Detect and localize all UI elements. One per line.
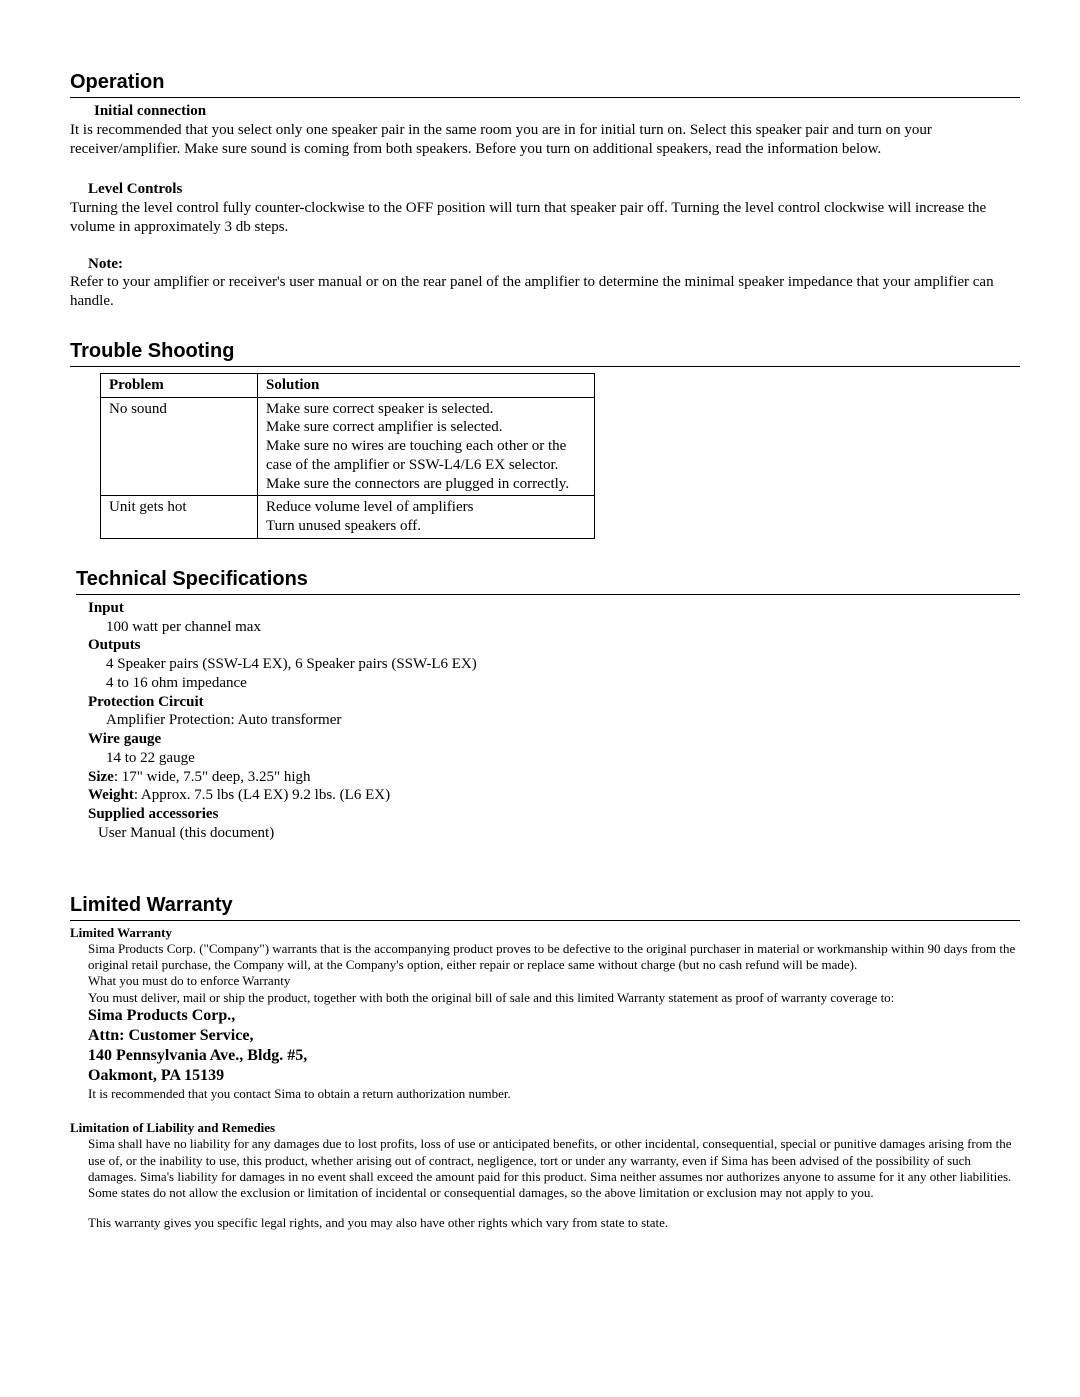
size-label: Size bbox=[88, 769, 114, 785]
limitation-p1: Sima shall have no liability for any dam… bbox=[88, 1136, 1020, 1185]
lw-p3: You must deliver, mail or ship the produ… bbox=[88, 990, 1020, 1006]
note-title: Note: bbox=[88, 256, 123, 272]
table-row: No sound Make sure correct speaker is se… bbox=[101, 397, 595, 496]
outputs-value-2: 4 to 16 ohm impedance bbox=[106, 674, 1020, 693]
limitation-p3: This warranty gives you specific legal r… bbox=[88, 1215, 1020, 1231]
limitation-p2: Some states do not allow the exclusion o… bbox=[88, 1185, 1020, 1201]
lw-p1: Sima Products Corp. ("Company") warrants… bbox=[88, 941, 1020, 974]
supplied-label: Supplied accessories bbox=[88, 805, 1020, 824]
td-solution: Reduce volume level of amplifiers Turn u… bbox=[258, 496, 595, 539]
troubleshooting-heading: Trouble Shooting bbox=[70, 339, 1020, 367]
weight-line: Weight: Approx. 7.5 lbs (L4 EX) 9.2 lbs.… bbox=[88, 786, 1020, 805]
note-para: Refer to your amplifier or receiver's us… bbox=[70, 273, 1020, 311]
limitation-title: Limitation of Liability and Remedies bbox=[70, 1120, 1020, 1136]
lw-p2: What you must do to enforce Warranty bbox=[88, 973, 1020, 989]
weight-value: : Approx. 7.5 lbs (L4 EX) 9.2 lbs. (L6 E… bbox=[134, 787, 390, 803]
operation-heading: Operation bbox=[70, 70, 1020, 98]
size-value: : 17" wide, 7.5" deep, 3.25" high bbox=[114, 769, 311, 785]
address-line-1: Sima Products Corp., bbox=[88, 1006, 1020, 1026]
outputs-label: Outputs bbox=[88, 636, 1020, 655]
wire-value: 14 to 22 gauge bbox=[106, 749, 1020, 768]
td-problem: Unit gets hot bbox=[101, 496, 258, 539]
level-controls-para: Turning the level control fully counter-… bbox=[70, 199, 1020, 237]
specs-section: Technical Specifications Input 100 watt … bbox=[70, 567, 1020, 843]
address-line-2: Attn: Customer Service, bbox=[88, 1026, 1020, 1046]
warranty-heading: Limited Warranty bbox=[70, 893, 1020, 921]
supplied-value: User Manual (this document) bbox=[98, 824, 1020, 843]
outputs-value-1: 4 Speaker pairs (SSW-L4 EX), 6 Speaker p… bbox=[106, 655, 1020, 674]
address-line-3: 140 Pennsylvania Ave., Bldg. #5, bbox=[88, 1046, 1020, 1066]
initial-connection-title: Initial connection bbox=[94, 102, 1020, 121]
specs-heading: Technical Specifications bbox=[76, 567, 1020, 595]
th-problem: Problem bbox=[101, 373, 258, 397]
td-solution: Make sure correct speaker is selected. M… bbox=[258, 397, 595, 496]
troubleshooting-section: Trouble Shooting Problem Solution No sou… bbox=[70, 339, 1020, 539]
size-line: Size: 17" wide, 7.5" deep, 3.25" high bbox=[88, 768, 1020, 787]
warranty-section: Limited Warranty Limited Warranty Sima P… bbox=[70, 893, 1020, 1232]
table-row: Problem Solution bbox=[101, 373, 595, 397]
wire-label: Wire gauge bbox=[88, 730, 1020, 749]
input-label: Input bbox=[88, 599, 1020, 618]
th-solution: Solution bbox=[258, 373, 595, 397]
table-row: Unit gets hot Reduce volume level of amp… bbox=[101, 496, 595, 539]
troubleshooting-table: Problem Solution No sound Make sure corr… bbox=[100, 373, 595, 539]
protection-value: Amplifier Protection: Auto transformer bbox=[106, 711, 1020, 730]
weight-label: Weight bbox=[88, 787, 134, 803]
td-problem: No sound bbox=[101, 397, 258, 496]
lw-title: Limited Warranty bbox=[70, 925, 1020, 941]
operation-section: Operation Initial connection It is recom… bbox=[70, 70, 1020, 311]
initial-connection-para: It is recommended that you select only o… bbox=[70, 121, 1020, 159]
lw-p4: It is recommended that you contact Sima … bbox=[88, 1086, 1020, 1102]
level-controls-title: Level Controls bbox=[88, 180, 1020, 199]
protection-label: Protection Circuit bbox=[88, 693, 1020, 712]
address-line-4: Oakmont, PA 15139 bbox=[88, 1066, 1020, 1086]
input-value: 100 watt per channel max bbox=[106, 618, 1020, 637]
